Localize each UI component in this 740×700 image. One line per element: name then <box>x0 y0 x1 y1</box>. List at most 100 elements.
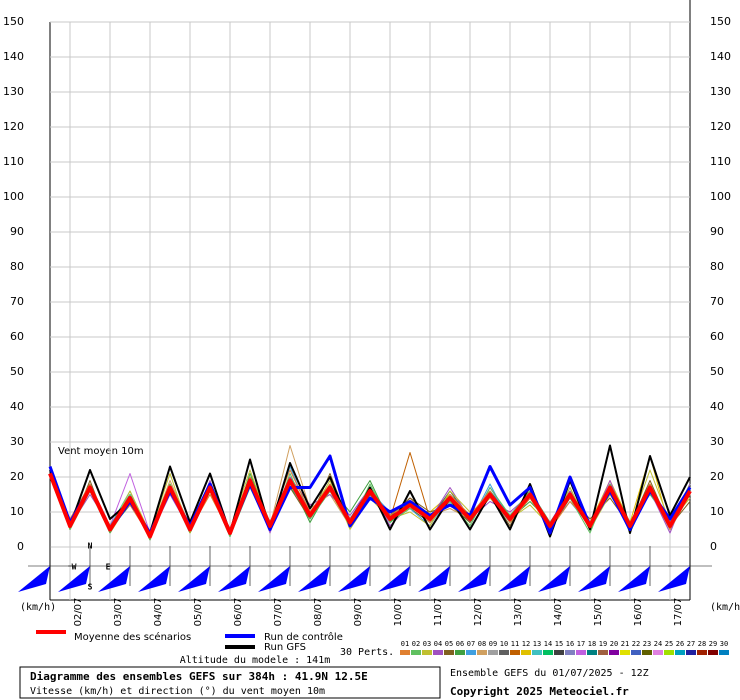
x-tick-label: 09/07 <box>353 598 364 627</box>
x-tick-label: 02/07 <box>73 598 84 627</box>
wind-arrow <box>138 566 170 592</box>
legend-swatch <box>598 650 608 655</box>
x-tick-label: 06/07 <box>233 598 244 627</box>
wind-arrow <box>18 566 50 592</box>
y-tick-label: 140 <box>3 50 24 63</box>
y-tick-label: 70 <box>710 295 724 308</box>
wind-arrow <box>218 566 250 592</box>
wind-arrow <box>378 566 410 592</box>
legend-label: Run de contrôle <box>264 631 343 643</box>
title-box <box>19 666 441 699</box>
x-tick-label: 05/07 <box>193 598 204 627</box>
legend-swatch <box>554 650 564 655</box>
legend-swatch <box>444 650 454 655</box>
y-tick-label: 100 <box>3 190 24 203</box>
wind-arrow <box>338 566 370 592</box>
legend-label: Moyenne des scénarios <box>74 631 191 643</box>
wind-arrow <box>498 566 530 592</box>
wind-arrow <box>618 566 650 592</box>
legend-swatch <box>532 650 542 655</box>
legend-swatch <box>675 650 685 655</box>
wind-arrow <box>458 566 490 592</box>
legend-swatch <box>708 650 718 655</box>
x-tick-label: 07/07 <box>273 598 284 627</box>
wind-arrow <box>258 566 290 592</box>
legend-swatch <box>609 650 619 655</box>
legend-swatch <box>686 650 696 655</box>
legend-label: 24 <box>654 640 662 648</box>
legend-swatch <box>422 650 432 655</box>
x-tick-label: 12/07 <box>473 598 484 627</box>
y-tick-label: 130 <box>710 85 731 98</box>
y-tick-label: 50 <box>710 365 724 378</box>
wind-arrow <box>658 566 690 592</box>
legend-label: 16 <box>566 640 574 648</box>
run-info: Ensemble GEFS du 01/07/2025 - 12Z <box>450 668 649 679</box>
x-tick-label: 08/07 <box>313 598 324 627</box>
legend-swatch <box>697 650 707 655</box>
legend-label: 12 <box>522 640 530 648</box>
legend-swatch <box>620 650 630 655</box>
y-tick-label: 140 <box>710 50 731 63</box>
altitude: Altitude du modele : 141m <box>180 655 331 666</box>
y-tick-label: 20 <box>10 470 24 483</box>
compass-label: E <box>106 563 111 572</box>
y-tick-label: 50 <box>10 365 24 378</box>
y-tick-label: 110 <box>710 155 731 168</box>
y-tick-label: 120 <box>3 120 24 133</box>
y-tick-label: 80 <box>10 260 24 273</box>
legend-label: Run GFS <box>264 642 306 653</box>
y-tick-label: 0 <box>710 540 717 553</box>
legend-label: 05 <box>445 640 453 648</box>
legend-label: 22 <box>632 640 640 648</box>
legend-swatch <box>499 650 509 655</box>
x-tick-label: 10/07 <box>393 598 404 627</box>
x-tick-label: 11/07 <box>433 598 444 627</box>
legend-label: 23 <box>643 640 651 648</box>
chart-title: Diagramme des ensembles GEFS sur 384h : … <box>30 670 368 683</box>
legend-label: 30 <box>720 640 728 648</box>
compass-label: S <box>88 583 93 592</box>
legend-swatch <box>543 650 553 655</box>
legend-label: 21 <box>621 640 629 648</box>
y-tick-label: 0 <box>17 540 24 553</box>
y-tick-label: 150 <box>3 15 24 28</box>
legend-label: 26 <box>676 640 684 648</box>
legend-swatch <box>488 650 498 655</box>
legend-label: 13 <box>533 640 541 648</box>
legend-label: 01 <box>401 640 409 648</box>
y-tick-label: 40 <box>10 400 24 413</box>
y-tick-label: 60 <box>10 330 24 343</box>
wind-arrow <box>578 566 610 592</box>
legend-swatch <box>576 650 586 655</box>
y-axis-label: (km/h) <box>710 602 740 613</box>
y-tick-label: 30 <box>710 435 724 448</box>
wind-arrow <box>418 566 450 592</box>
compass-label: N <box>88 542 93 551</box>
legend-swatch <box>521 650 531 655</box>
legend-label: 09 <box>489 640 497 648</box>
y-axis-label: (km/h) <box>20 602 56 613</box>
legend-label: 08 <box>478 640 486 648</box>
y-tick-label: 40 <box>710 400 724 413</box>
y-tick-label: 10 <box>10 505 24 518</box>
legend-swatch <box>400 650 410 655</box>
legend-swatch <box>719 650 729 655</box>
y-tick-label: 90 <box>10 225 24 238</box>
wind-arrow <box>178 566 210 592</box>
legend-label: 02 <box>412 640 420 648</box>
legend-swatch <box>433 650 443 655</box>
legend-label: 20 <box>610 640 618 648</box>
legend-label: 06 <box>456 640 464 648</box>
legend-label: 14 <box>544 640 552 648</box>
y-tick-label: 20 <box>710 470 724 483</box>
x-tick-label: 14/07 <box>553 598 564 627</box>
legend-label: 10 <box>500 640 508 648</box>
copyright: Copyright 2025 Meteociel.fr <box>450 685 629 698</box>
y-tick-label: 110 <box>3 155 24 168</box>
legend-label: 07 <box>467 640 475 648</box>
legend-swatch <box>653 650 663 655</box>
legend-swatch <box>631 650 641 655</box>
x-tick-label: 13/07 <box>513 598 524 627</box>
